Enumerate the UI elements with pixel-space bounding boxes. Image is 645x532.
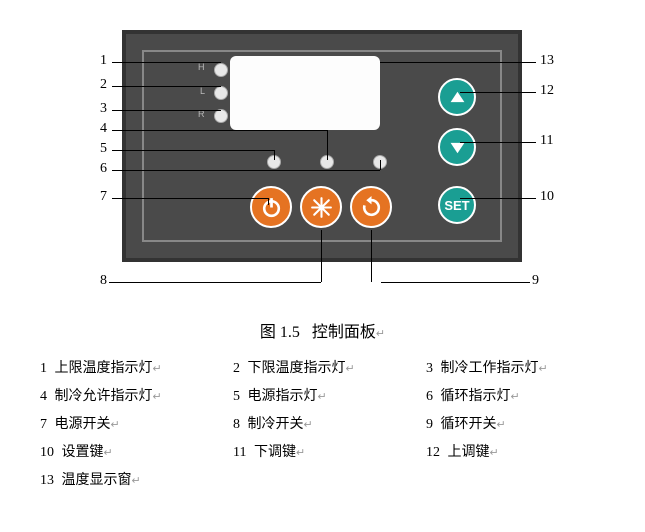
led-h-label: H bbox=[198, 62, 205, 72]
set-button[interactable]: SET bbox=[438, 186, 476, 224]
legend-row: 1 上限温度指示灯↵2 下限温度指示灯↵3 制冷工作指示灯↵ bbox=[40, 355, 620, 383]
legend-item-12: 12 上调键↵ bbox=[426, 439, 619, 467]
leader-line bbox=[112, 130, 327, 131]
leader-line bbox=[112, 170, 380, 171]
leader-line bbox=[380, 160, 381, 170]
callout-9: 9 bbox=[530, 273, 541, 289]
callout-5: 5 bbox=[98, 141, 109, 157]
down-button[interactable] bbox=[438, 128, 476, 166]
up-button[interactable] bbox=[438, 78, 476, 116]
leader-line bbox=[112, 86, 221, 87]
led-l-label: L bbox=[200, 86, 205, 96]
callout-4: 4 bbox=[98, 121, 109, 137]
snow-button[interactable] bbox=[300, 186, 342, 228]
leader-line bbox=[112, 198, 268, 199]
callout-12: 12 bbox=[538, 83, 556, 99]
leader-line bbox=[460, 198, 536, 199]
paragraph-mark-icon: ↵ bbox=[376, 328, 385, 340]
legend-item-10: 10 设置键↵ bbox=[40, 439, 233, 467]
legend-item-5: 5 电源指示灯↵ bbox=[233, 383, 426, 411]
legend-row: 7 电源开关↵8 制冷开关↵9 循环开关↵ bbox=[40, 411, 620, 439]
legend-row: 13 温度显示窗↵ bbox=[40, 467, 620, 495]
legend-item-2: 2 下限温度指示灯↵ bbox=[233, 355, 426, 383]
led-r bbox=[214, 109, 228, 123]
legend-item-8: 8 制冷开关↵ bbox=[233, 411, 426, 439]
legend-item-4: 4 制冷允许指示灯↵ bbox=[40, 383, 233, 411]
callout-6: 6 bbox=[98, 161, 109, 177]
power-button[interactable] bbox=[250, 186, 292, 228]
leader-line bbox=[112, 62, 221, 63]
legend-item-11: 11 下调键↵ bbox=[233, 439, 426, 467]
led-l bbox=[214, 86, 228, 100]
caption-text: 控制面板 bbox=[312, 324, 376, 341]
legend-item-9: 9 循环开关↵ bbox=[426, 411, 619, 439]
legend-item-13: 13 温度显示窗↵ bbox=[40, 467, 233, 495]
leader-line bbox=[108, 282, 321, 283]
callout-13: 13 bbox=[538, 53, 556, 69]
leader-line bbox=[112, 110, 221, 111]
callout-1: 1 bbox=[98, 53, 109, 69]
led-h bbox=[214, 63, 228, 77]
legend-row: 4 制冷允许指示灯↵5 电源指示灯↵6 循环指示灯↵ bbox=[40, 383, 620, 411]
legend-item-6: 6 循环指示灯↵ bbox=[426, 383, 619, 411]
legend-row: 10 设置键↵11 下调键↵12 上调键↵ bbox=[40, 439, 620, 467]
legend-item-1: 1 上限温度指示灯↵ bbox=[40, 355, 233, 383]
callout-2: 2 bbox=[98, 77, 109, 93]
caption-prefix: 图 1.5 bbox=[260, 324, 300, 341]
legend: 1 上限温度指示灯↵2 下限温度指示灯↵3 制冷工作指示灯↵4 制冷允许指示灯↵… bbox=[40, 355, 620, 495]
leader-line bbox=[371, 230, 372, 282]
leader-line bbox=[321, 230, 322, 282]
legend-item-7: 7 电源开关↵ bbox=[40, 411, 233, 439]
figure-caption: 图 1.5 控制面板↵ bbox=[0, 318, 645, 342]
leader-line bbox=[460, 92, 536, 93]
figure-stage: HLR SET 12345671312111089 图 1.5 控制面板↵ 1 … bbox=[0, 0, 645, 532]
leader-line bbox=[274, 150, 275, 160]
leader-line bbox=[327, 130, 328, 160]
callout-8: 8 bbox=[98, 273, 109, 289]
leader-line bbox=[460, 142, 536, 143]
cycle-button[interactable] bbox=[350, 186, 392, 228]
callout-10: 10 bbox=[538, 189, 556, 205]
callout-7: 7 bbox=[98, 189, 109, 205]
callout-11: 11 bbox=[538, 133, 555, 149]
callout-3: 3 bbox=[98, 101, 109, 117]
lcd-display bbox=[230, 56, 380, 130]
legend-item-3: 3 制冷工作指示灯↵ bbox=[426, 355, 619, 383]
leader-line bbox=[112, 150, 274, 151]
leader-line bbox=[380, 62, 536, 63]
leader-line bbox=[268, 198, 269, 205]
leader-line bbox=[381, 282, 530, 283]
